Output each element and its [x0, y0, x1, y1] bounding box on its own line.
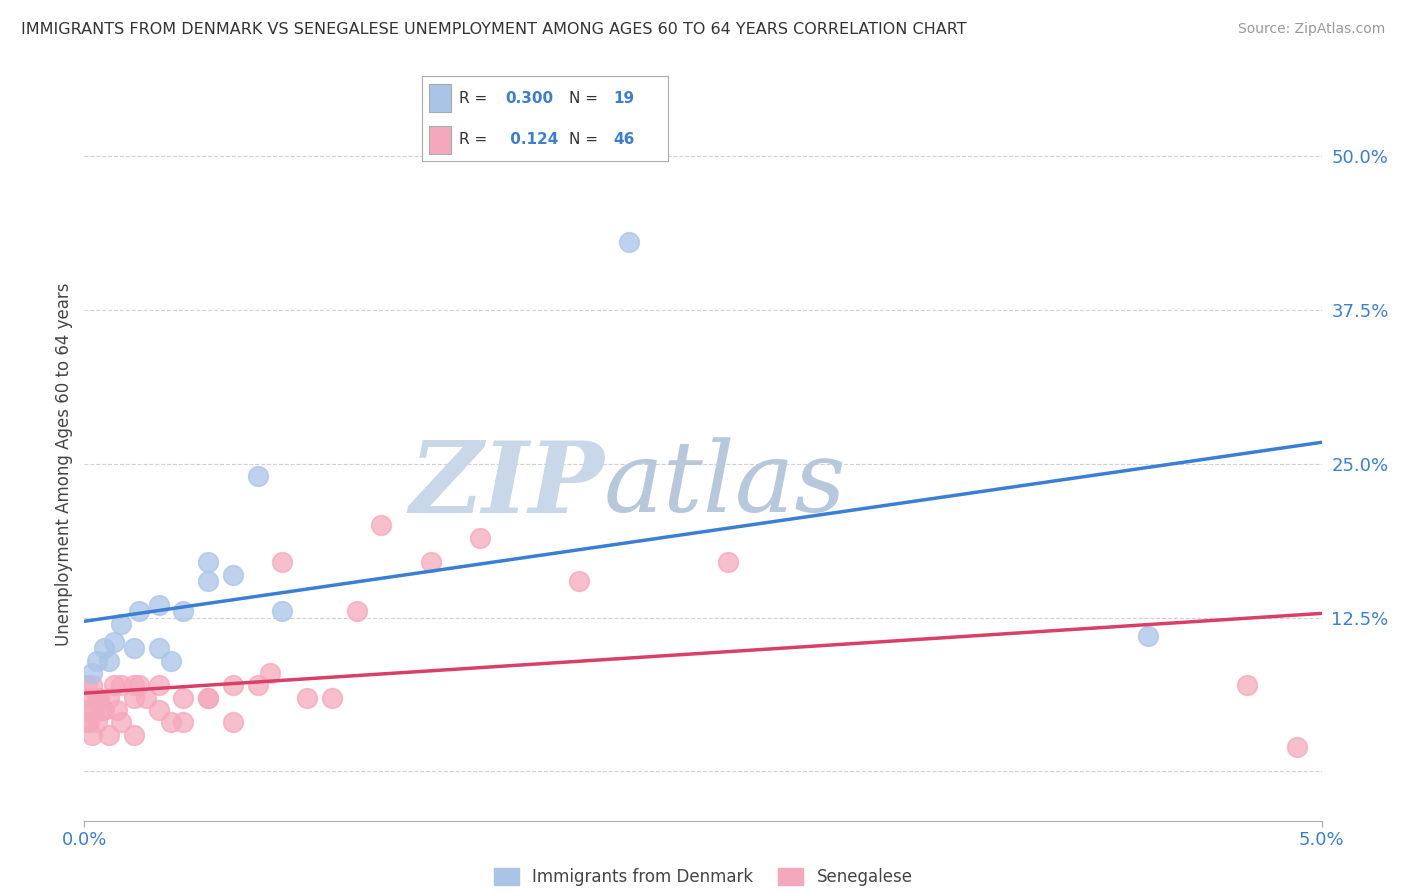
Point [103, 678, 125, 692]
Text: N =: N = [569, 132, 599, 147]
Text: 0.124: 0.124 [506, 132, 558, 147]
Point [246, 469, 269, 483]
Point [98, 690, 121, 705]
Point [76, 678, 98, 692]
Point [148, 641, 170, 656]
Text: R =: R = [458, 91, 486, 106]
Point [222, 678, 245, 692]
Point [122, 641, 145, 656]
Text: R =: R = [458, 132, 486, 147]
FancyBboxPatch shape [429, 85, 451, 112]
Point [90, 703, 112, 717]
Point [86, 690, 108, 705]
Point [86, 654, 108, 668]
Point [93, 703, 115, 717]
Point [717, 555, 740, 569]
Point [148, 678, 170, 692]
Point [370, 518, 392, 533]
Point [197, 690, 219, 705]
Point [172, 715, 194, 730]
Point [86, 715, 108, 730]
Point [295, 690, 318, 705]
Point [419, 555, 441, 569]
Text: ZIP: ZIP [409, 437, 605, 533]
Point [79, 690, 101, 705]
Point [80, 727, 103, 741]
Point [148, 703, 170, 717]
Point [160, 654, 183, 668]
Point [271, 605, 294, 619]
Point [246, 678, 269, 692]
Point [222, 715, 245, 730]
Point [80, 665, 103, 680]
Point [568, 574, 591, 588]
Point [321, 690, 343, 705]
Point [110, 715, 132, 730]
Point [110, 616, 132, 631]
Point [1285, 739, 1308, 754]
Text: 19: 19 [614, 91, 636, 106]
Point [197, 690, 219, 705]
Text: 0.300: 0.300 [506, 91, 554, 106]
Point [1236, 678, 1258, 692]
Point [79, 715, 101, 730]
Point [128, 605, 150, 619]
Point [110, 678, 132, 692]
Point [135, 690, 157, 705]
Text: IMMIGRANTS FROM DENMARK VS SENEGALESE UNEMPLOYMENT AMONG AGES 60 TO 64 YEARS COR: IMMIGRANTS FROM DENMARK VS SENEGALESE UN… [21, 22, 967, 37]
Point [222, 567, 245, 582]
Legend: Immigrants from Denmark, Senegalese: Immigrants from Denmark, Senegalese [485, 860, 921, 892]
Point [197, 574, 219, 588]
Point [172, 690, 194, 705]
Text: 46: 46 [614, 132, 636, 147]
Point [148, 599, 170, 613]
Point [89, 690, 111, 705]
Point [160, 715, 183, 730]
Point [271, 555, 294, 569]
Point [346, 605, 368, 619]
Point [83, 703, 105, 717]
Point [105, 703, 128, 717]
Y-axis label: Unemployment Among Ages 60 to 64 years: Unemployment Among Ages 60 to 64 years [55, 282, 73, 646]
Point [103, 635, 125, 649]
Point [259, 665, 281, 680]
Point [128, 678, 150, 692]
Point [98, 654, 121, 668]
Text: atlas: atlas [605, 438, 846, 533]
FancyBboxPatch shape [429, 126, 451, 153]
Point [617, 235, 640, 250]
Point [470, 531, 492, 545]
Point [122, 690, 145, 705]
Point [122, 678, 145, 692]
Point [172, 605, 194, 619]
Point [76, 715, 98, 730]
Point [76, 703, 98, 717]
Point [80, 678, 103, 692]
Point [98, 727, 121, 741]
Text: Source: ZipAtlas.com: Source: ZipAtlas.com [1237, 22, 1385, 37]
Point [93, 641, 115, 656]
Point [122, 727, 145, 741]
Point [197, 555, 219, 569]
Point [1137, 629, 1160, 643]
Text: N =: N = [569, 91, 599, 106]
